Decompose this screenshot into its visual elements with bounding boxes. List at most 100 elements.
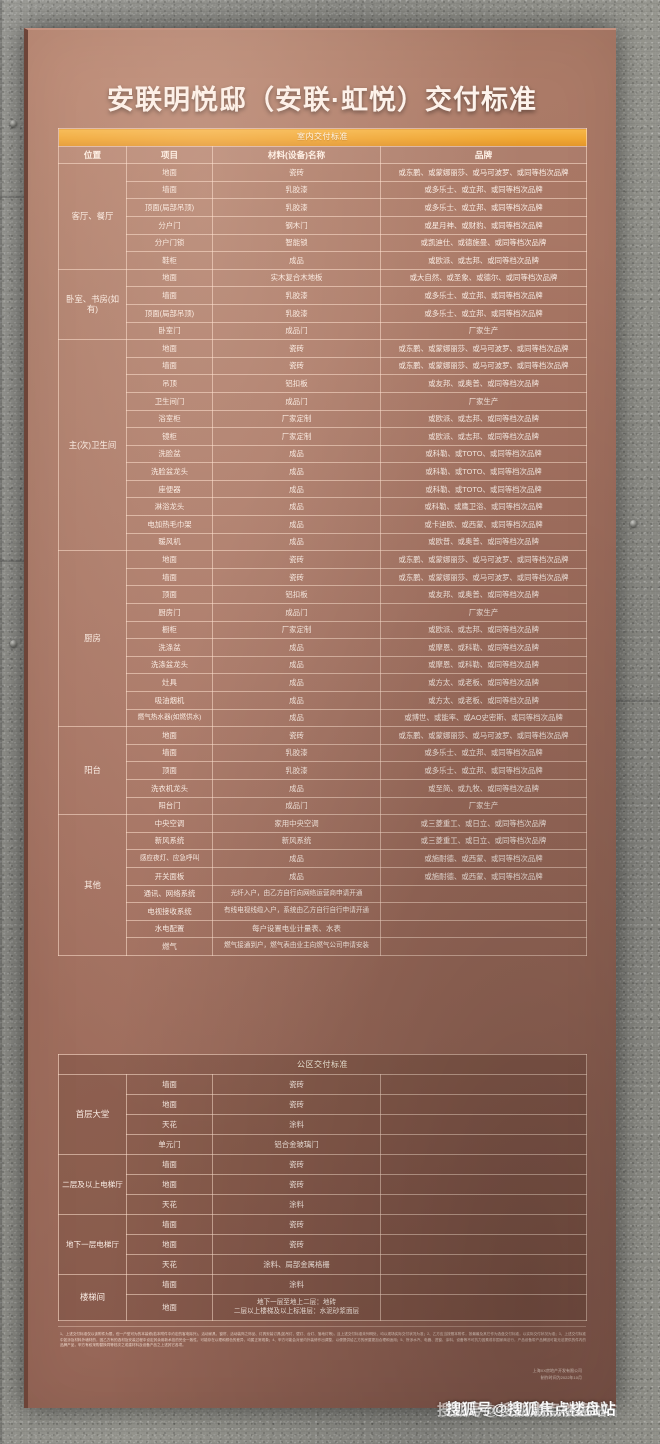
material-cell: 成品门 [212, 796, 381, 816]
material-cell: 成品 [212, 778, 381, 798]
brand-cell [380, 902, 587, 921]
brand-cell: 或科勒、或鹰卫浴、或同等档次品牌 [380, 497, 587, 517]
item-cell: 洗涤盆龙头 [126, 655, 213, 675]
public-brand-cell [380, 1114, 587, 1135]
item-cell: 洗涤盆 [126, 638, 213, 657]
material-cell: 成品 [212, 479, 381, 499]
table-row: 吊顶 铝扣板 或友邦、或奥普、或同等档次品牌 [59, 374, 587, 393]
brand-cell: 或多乐士、或立邦、或同等档次品牌 [380, 180, 587, 200]
material-cell: 成品 [212, 251, 381, 270]
item-cell: 感应夜灯、应急呼叫 [126, 849, 213, 868]
table-row: 客厅、餐厅 地面 瓷砖 或东鹏、或蒙娜丽莎、或马可波罗、或同等档次品牌 [58, 163, 587, 270]
public-item-cell: 墙面 [126, 1274, 213, 1295]
brand-cell: 或东鹏、或蒙娜丽莎、或马可波罗、或同等档次品牌 [380, 356, 587, 376]
brand-cell: 或多乐士、或立邦、或同等档次品牌 [380, 303, 587, 323]
public-item-cell: 地面 [126, 1094, 213, 1115]
table-row: 卧室门 成品门 厂家生产 [59, 321, 587, 341]
material-cell: 瓷砖 [212, 550, 381, 569]
footer-date: 制作时间为2022年10月 [540, 1374, 582, 1380]
material-cell: 乳胶漆 [212, 286, 381, 305]
material-cell: 成品 [212, 655, 381, 675]
wall-bolt-right [630, 520, 637, 527]
table-row: 单元门 铝合金玻璃门 [59, 1134, 587, 1155]
public-brand-cell [380, 1094, 587, 1115]
table-row: 感应夜灯、应急呼叫 成品 或施耐德、或西蒙、或同等档次品牌 [59, 849, 587, 868]
item-cell: 顶面(局部吊顶) [126, 198, 213, 217]
public-area-delivery-standard-table: 公区交付标准 首层大堂 墙面 瓷砖 地面 瓷砖 天花 涂料 单元门 铝合金玻璃门 二层及以上电梯厅墙… [58, 1054, 587, 1321]
item-cell: 分户门 [126, 215, 213, 235]
table-row: 新风系统 新风系统 或三菱重工、或日立、或同等档次品牌 [59, 831, 587, 851]
material-cell: 成品 [212, 444, 381, 464]
brand-cell: 或摩恩、或科勒、或同等档次品牌 [380, 655, 587, 675]
public-location-cell-1: 二层及以上电梯厅 [58, 1154, 127, 1215]
public-item-cell: 天花 [126, 1114, 213, 1135]
item-cell: 顶面(局部吊顶) [126, 303, 213, 323]
material-cell: 成品 [212, 515, 381, 534]
brand-cell: 或方太、或老板、或同等档次品牌 [380, 673, 587, 692]
material-cell: 乳胶漆 [212, 303, 381, 323]
public-material-cell: 瓷砖 [212, 1094, 381, 1115]
item-cell: 地面 [126, 726, 213, 745]
material-cell: 钢木门 [212, 215, 381, 235]
watermark: 搜狐号@搜狐焦点楼盘站 搜狐号@搜狐焦点楼盘站 [437, 1398, 616, 1419]
table-row: 首层大堂 墙面 瓷砖 [58, 1074, 587, 1155]
table-row: 墙面 乳胶漆 或多乐士、或立邦、或同等档次品牌 [59, 286, 587, 305]
table-row: 灶具 成品 或方太、或老板、或同等档次品牌 [59, 673, 587, 692]
public-location-cell-3: 楼梯间 [58, 1274, 127, 1321]
table-row: 分户门锁 智能锁 或凯迪仕、或德施曼、或同等档次品牌 [59, 233, 587, 253]
item-cell: 洗脸盆 [126, 444, 213, 464]
indoor-header-row: 位置 项目 材料(设备)名称 品牌 [58, 145, 587, 165]
indoor-column-header-1: 项目 [126, 145, 213, 165]
material-cell: 铝扣板 [212, 585, 381, 605]
delivery-standard-board: 安联明悦邸（安联·虹悦）交付标准 室内交付标准 位置 项目 材料(设备)名称 品牌 客厅、… [24, 28, 616, 1408]
public-item-cell: 墙面 [126, 1214, 213, 1235]
table-row: 电视接收系统 有线电视线缆入户，系统由乙方自行自行申请开通 [59, 902, 587, 921]
table-row: 暖风机 成品 或欧普、或奥普、或同等档次品牌 [59, 532, 587, 552]
table-row: 楼梯间 墙面 涂料 [58, 1274, 587, 1321]
brand-cell: 或摩恩、或科勒、或同等档次品牌 [380, 638, 587, 657]
location-cell-5: 其他 [58, 814, 127, 956]
brand-cell: 或欧普、或奥普、或同等档次品牌 [380, 532, 587, 552]
material-cell: 瓷砖 [212, 726, 381, 745]
material-cell: 每户设置电业计量表、水表 [212, 919, 381, 939]
item-cell: 橱柜 [126, 620, 213, 640]
public-brand-cell [380, 1074, 587, 1095]
brand-cell [380, 937, 587, 956]
table-row: 主(次)卫生间 地面 瓷砖 或东鹏、或蒙娜丽莎、或马可波罗、或同等档次品牌 [58, 339, 587, 552]
wall-bolt-mid-left [10, 640, 17, 647]
brand-cell: 或欧派、或志邦、或同等档次品牌 [380, 427, 587, 446]
public-brand-cell [380, 1234, 587, 1255]
brand-cell: 或友邦、或奥普、或同等档次品牌 [380, 374, 587, 393]
indoor-column-header-3: 品牌 [380, 145, 587, 165]
material-cell: 铝扣板 [212, 374, 381, 393]
public-material-line: 地下一层至地上二层：地砖 [256, 1299, 337, 1307]
brand-cell: 或东鹏、或蒙娜丽莎、或马可波罗、或同等档次品牌 [380, 726, 587, 745]
material-cell: 成品 [212, 849, 381, 868]
public-material-cell: 瓷砖 [212, 1154, 381, 1175]
wall-seam-horizontal-low [612, 700, 660, 702]
table-row: 地面 地下一层至地上二层：地砖 二层以上楼梯及以上标准层：水泥砂浆面层 [59, 1294, 587, 1321]
item-cell: 座便器 [126, 479, 213, 499]
brand-cell: 厂家生产 [380, 391, 587, 411]
table-row: 顶面 铝扣板 或友邦、或奥普、或同等档次品牌 [59, 585, 587, 605]
table-row: 墙面 瓷砖 或东鹏、或蒙娜丽莎、或马可波罗、或同等档次品牌 [59, 567, 587, 587]
wall-seam-horizontal-mid [0, 560, 24, 562]
public-material-cell: 瓷砖 [212, 1074, 381, 1095]
brand-cell [380, 919, 587, 939]
public-item-cell: 墙面 [126, 1074, 213, 1095]
public-material-cell: 地下一层至地上二层：地砖 二层以上楼梯及以上标准层：水泥砂浆面层 [212, 1294, 381, 1321]
item-cell: 吸油烟机 [126, 691, 213, 710]
public-material-cell: 涂料 [212, 1114, 381, 1135]
public-material-cell: 涂料 [212, 1194, 381, 1215]
table-row: 洗衣机龙头 成品 或至简、或九牧、或同等档次品牌 [59, 778, 587, 798]
brand-cell: 或大自然、或圣象、或德尔、或同等档次品牌 [380, 268, 587, 288]
table-row: 卧室、书房(如有) 地面 实木复合木地板 或大自然、或圣象、或德尔、或同等档次品牌 [58, 268, 587, 341]
table-row: 电加热毛巾架 成品 或卡迪欧、或西蒙、或同等档次品牌 [59, 515, 587, 534]
public-material-cell: 瓷砖 [212, 1214, 381, 1235]
footer-signature: 上海XX房地产开发有限公司 制作时间为2022年10月 [533, 1368, 582, 1382]
table-row: 阳台 地面 瓷砖 或东鹏、或蒙娜丽莎、或马可波罗、或同等档次品牌 [58, 726, 587, 816]
public-location-cell-2: 地下一层电梯厅 [58, 1214, 127, 1275]
brand-cell: 或方太、或老板、或同等档次品牌 [380, 691, 587, 710]
wall-seam-vertical [0, 0, 2, 1444]
item-cell: 中央空调 [126, 814, 213, 833]
